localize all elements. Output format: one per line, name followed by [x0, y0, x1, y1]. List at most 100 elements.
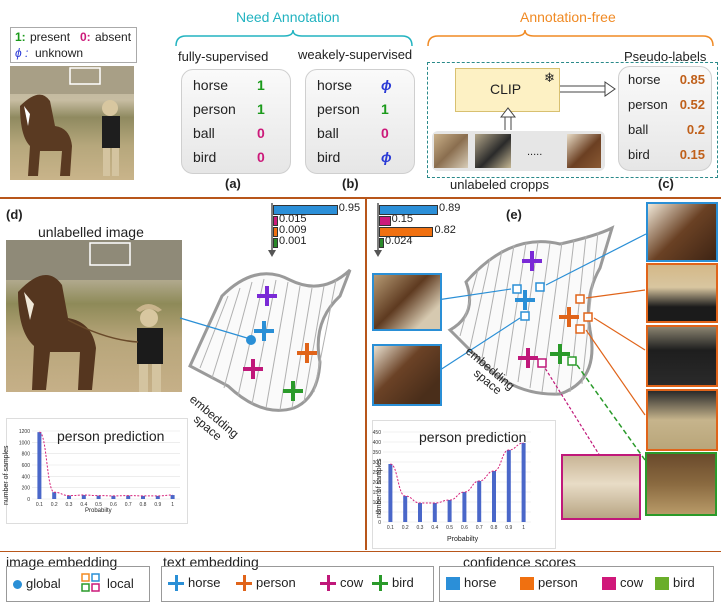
- local-squares-icon: [81, 573, 100, 592]
- fully-label-ball: ball: [193, 125, 215, 141]
- text-embedding-cross-icon-bird: [372, 575, 388, 591]
- cross-green-d: [283, 381, 303, 401]
- pseudo-label-person: person: [628, 97, 668, 112]
- text-embedding-cross-icon-horse: [168, 575, 184, 591]
- unknown-label: unknown: [35, 46, 84, 60]
- cross-horse-d: [254, 321, 274, 341]
- local-label: local: [107, 576, 134, 591]
- bottom-divider: [0, 551, 721, 552]
- text-embedding-label-bird: bird: [392, 575, 414, 590]
- clip-label: CLIP: [490, 81, 522, 97]
- score-e-bar-value-2: 0.82: [434, 224, 456, 236]
- score-e-bar-value-3: 0.024: [385, 235, 413, 247]
- fully-value-ball: 0: [257, 125, 265, 141]
- text-embedding-label-horse: horse: [188, 575, 221, 590]
- absent-symbol: 0:: [80, 30, 91, 44]
- unknown-symbol: ϕ :: [15, 46, 29, 60]
- unlabelled-image-caption: unlabelled image: [38, 224, 144, 240]
- crop-horse-face: [646, 202, 718, 262]
- weakly-value-bird: ϕ: [381, 149, 392, 165]
- pseudo-value-ball: 0.2: [686, 122, 705, 137]
- pseudo-value-person: 0.52: [679, 97, 705, 112]
- weakly-supervised-title: weakely-supervised: [298, 47, 413, 62]
- crop-horse-rear: [372, 273, 442, 331]
- confidence-swatch-horse: [446, 577, 460, 590]
- crop-thumb-1: [434, 134, 468, 168]
- pseudo-label-horse: horse: [628, 72, 661, 87]
- score-d-bar-value-0: 0.95: [338, 202, 361, 214]
- confidence-label-bird: bird: [673, 575, 695, 590]
- score-d-bar-3: [273, 238, 278, 248]
- image-embedding-legend: global local: [6, 566, 150, 602]
- snowflake-icon: ❄: [544, 70, 555, 85]
- fully-value-horse: 1: [257, 77, 265, 93]
- label-d: (d): [6, 207, 23, 222]
- fully-supervised-card: [181, 69, 291, 174]
- annotation-free-title: Annotation-free: [520, 9, 616, 25]
- annotation-key: 1: present 0: absent ϕ : unknown: [10, 27, 137, 63]
- chart-d-xlabel: Probabilty: [85, 508, 112, 514]
- horizontal-divider: [0, 197, 721, 199]
- confidence-label-cow: cow: [620, 575, 644, 590]
- confidence-swatch-cow: [602, 577, 616, 590]
- score-d-bar-value-2: 0.009: [279, 224, 307, 236]
- score-e-bar-value-0: 0.89: [438, 202, 461, 214]
- crops-ellipsis: .....: [527, 146, 543, 158]
- score-d-bar-0: [273, 205, 338, 215]
- cross-bird-d: [257, 286, 277, 306]
- pseudo-label-bird: bird: [628, 147, 650, 162]
- weakly-value-person: 1: [381, 101, 389, 117]
- score-d-bar-value-3: 0.001: [279, 235, 307, 247]
- text-embedding-label-person: person: [256, 575, 296, 590]
- crop-hoof: [561, 454, 641, 520]
- present-label: present: [30, 30, 71, 44]
- fully-label-bird: bird: [193, 149, 217, 165]
- global-dot-icon: [13, 580, 22, 589]
- chart-e-ylabel: number of samples: [376, 458, 383, 518]
- confidence-label-horse: horse: [464, 575, 497, 590]
- horse-photo-thumbnail: [10, 66, 134, 180]
- crop-thumb-2: [475, 134, 511, 168]
- confidence-label-person: person: [538, 575, 578, 590]
- annotation-free-dashed-box: [427, 62, 718, 178]
- label-a: (a): [225, 176, 241, 191]
- confidence-swatch-person: [520, 577, 534, 590]
- score-d-bar-value-1: 0.015: [279, 213, 307, 225]
- unlabeled-cropps-caption: unlabeled cropps: [450, 177, 550, 192]
- text-embedding-cross-icon-cow: [320, 575, 336, 591]
- present-symbol: 1:: [15, 30, 26, 44]
- fully-label-horse: horse: [193, 77, 229, 93]
- label-c: (c): [658, 176, 674, 191]
- crop-person-legs: [646, 389, 718, 451]
- horse-thumbnail-art: [10, 66, 134, 176]
- weakly-value-horse: ϕ: [381, 77, 392, 93]
- score-e-bar-0: [379, 205, 438, 215]
- crop-person-body: [646, 325, 718, 387]
- absent-label: absent: [95, 30, 132, 44]
- horse-image-art: [6, 240, 182, 392]
- crop-grass-legs: [645, 452, 717, 516]
- embedding-space-d-sheet: [188, 268, 352, 412]
- unlabelled-horse-image: [6, 240, 182, 392]
- confidence-swatch-bird: [655, 577, 669, 590]
- crop-thumb-3: [567, 134, 601, 168]
- pseudo-value-horse: 0.85: [679, 72, 705, 87]
- weakly-label-bird: bird: [317, 149, 341, 165]
- crop-person-hat: [646, 263, 718, 323]
- score-e-bar-2: [379, 227, 434, 237]
- embedding-space-e-sheet: [447, 225, 615, 396]
- text-embedding-cross-icon-person: [236, 575, 252, 591]
- pseudo-value-bird: 0.15: [679, 147, 705, 162]
- score-e-bar-value-1: 0.15: [391, 213, 414, 225]
- chart-d-title: person prediction: [57, 428, 165, 444]
- vertical-divider: [365, 199, 367, 550]
- weakly-value-ball: 0: [381, 125, 389, 141]
- crop-horse-head: [372, 344, 442, 406]
- global-label: global: [26, 576, 61, 591]
- confidence-legend: horse person cow bird: [439, 566, 714, 602]
- chart-e-title: person prediction: [419, 429, 527, 445]
- weakly-label-ball: ball: [317, 125, 339, 141]
- chart-d-ylabel: number of samples: [3, 445, 10, 505]
- text-embedding-label-cow: cow: [340, 575, 364, 590]
- score-e-bar-1: [379, 216, 391, 226]
